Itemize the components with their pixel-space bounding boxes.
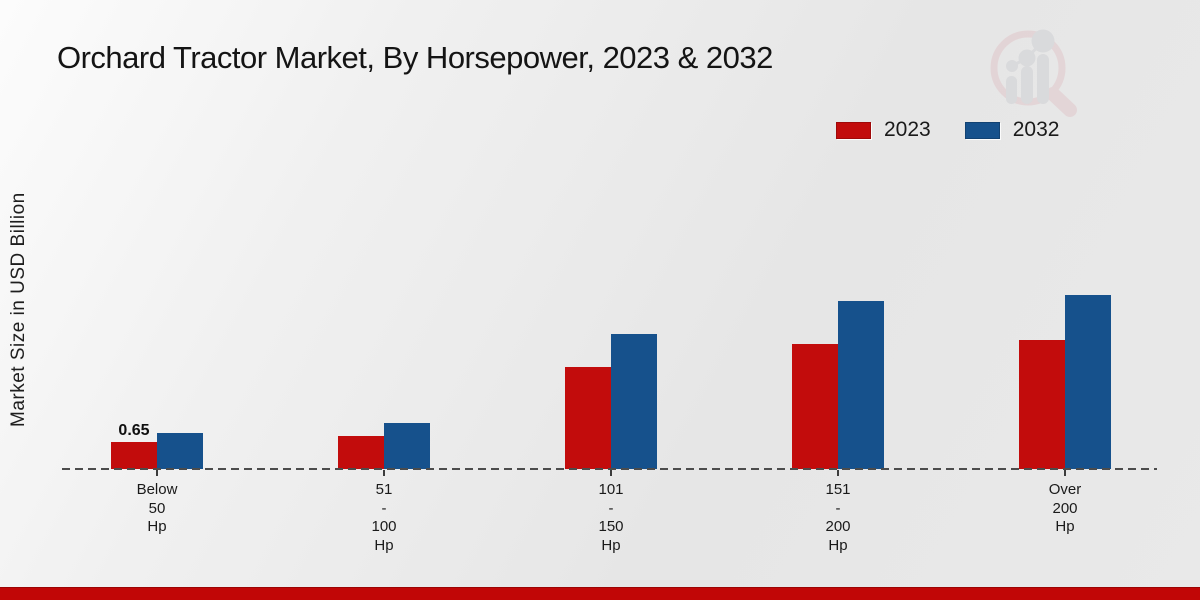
- bar-2032-over-200-hp: [1065, 295, 1111, 469]
- bar-2023-101---150-hp: [565, 367, 611, 469]
- bar-data-label: 0.65: [118, 422, 150, 439]
- bar-2032-51---100-hp: [384, 423, 430, 469]
- bar-2032-101---150-hp: [611, 334, 657, 469]
- x-axis-tick: [837, 470, 839, 476]
- legend-item-2023: 2023: [836, 118, 931, 142]
- x-axis-tick: [610, 470, 612, 476]
- x-axis-label-101---150-hp: 101-150 Hp: [598, 481, 624, 554]
- legend: 2023 2032: [836, 118, 1059, 142]
- bar-2023-over-200-hp: [1019, 340, 1065, 469]
- x-axis-label-51---100-hp: 51-100 Hp: [371, 481, 397, 554]
- x-axis-tick: [1064, 470, 1066, 476]
- bar-2032-below-50-hp: [157, 433, 203, 469]
- x-axis-label-below-50-hp: Below 50 Hp: [136, 481, 178, 535]
- bottom-accent-strip: [0, 587, 1200, 600]
- legend-swatch-2032-icon: [964, 121, 1000, 139]
- x-axis-tick: [383, 470, 385, 476]
- bar-2023-151---200-hp: [792, 344, 838, 469]
- x-axis-baseline: [62, 468, 1157, 470]
- legend-label-2023: 2023: [884, 118, 931, 141]
- x-axis-label-over-200-hp: Over 200 Hp: [1048, 481, 1082, 535]
- bar-2023-below-50-hp: [111, 442, 157, 469]
- x-axis-tick: [156, 470, 158, 476]
- bar-2032-151---200-hp: [838, 301, 884, 469]
- x-axis-label-151---200-hp: 151-200 Hp: [825, 481, 851, 554]
- legend-label-2032: 2032: [1012, 118, 1060, 141]
- bar-2023-51---100-hp: [338, 436, 384, 469]
- chart-title: Orchard Tractor Market, By Horsepower, 2…: [57, 40, 773, 75]
- legend-item-2032: 2032: [964, 118, 1060, 142]
- legend-swatch-2023-icon: [836, 121, 871, 139]
- market-research-future-logo-icon: [990, 29, 1077, 117]
